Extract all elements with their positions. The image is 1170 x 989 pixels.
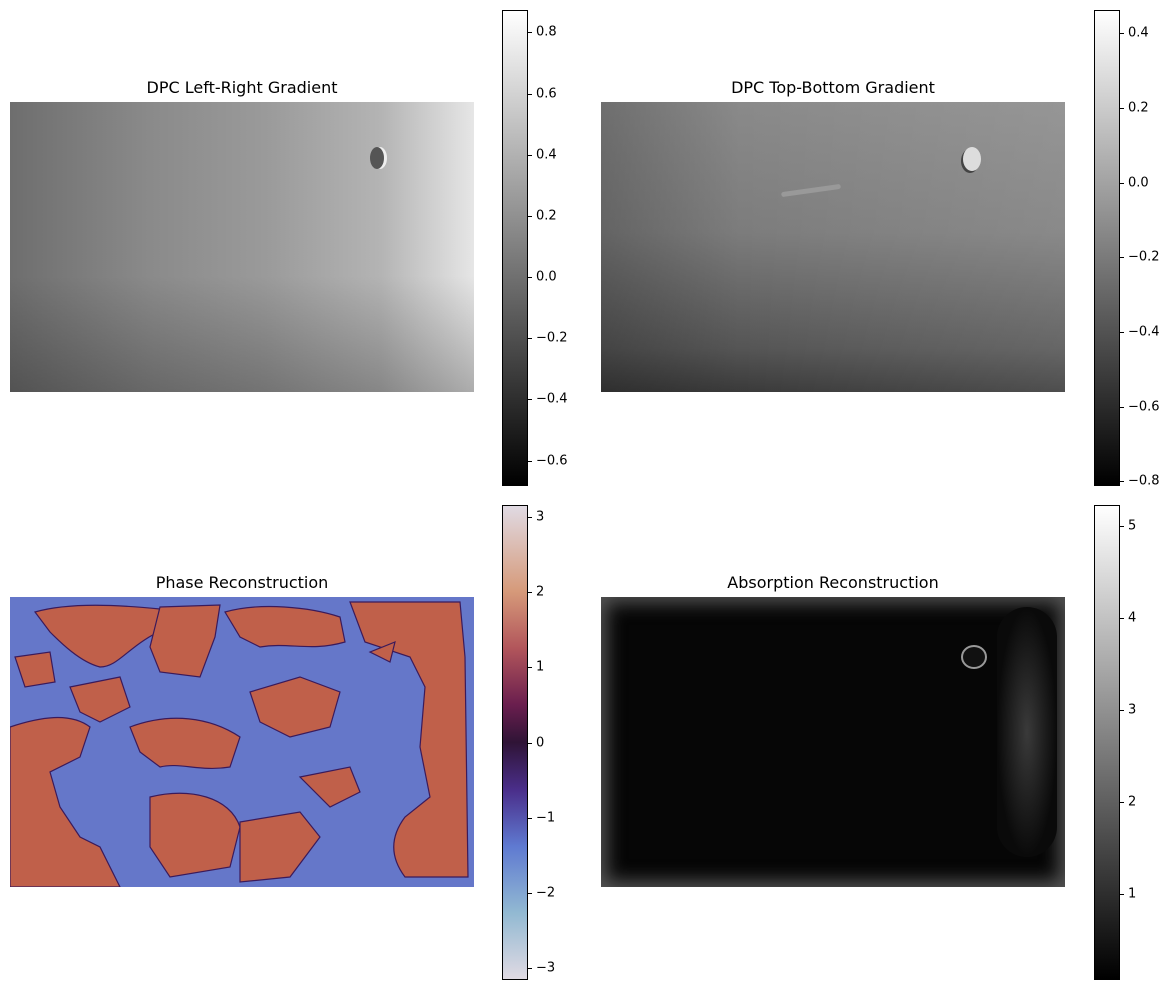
image-tb-gradient — [601, 102, 1065, 392]
colorbar-tick-label: 4 — [1128, 610, 1137, 626]
colorbar-tick-label: −3 — [536, 960, 556, 976]
colorbar-tick-label: 0 — [536, 735, 545, 750]
colorbar-tick-label: 3 — [536, 509, 545, 525]
colorbar-tick — [1120, 481, 1124, 483]
colorbar-tick-label: 5 — [1128, 518, 1137, 534]
colorbar-lr: −0.6 −0.4 −0.2 0.0 0.2 0.4 0.6 0.8 — [502, 10, 568, 486]
colorbar-tick-label: −0.8 — [1128, 473, 1160, 489]
colorbar-tick-label: 0.0 — [536, 269, 557, 285]
colorbar-tick-label: −0.6 — [1128, 399, 1160, 415]
colorbar-tick-label: −1 — [536, 810, 556, 826]
colorbar-tb: −0.8 −0.6 −0.4 −0.2 0.0 0.2 0.4 — [1094, 10, 1160, 489]
colorbar-tick — [528, 667, 532, 669]
colorbar-tick-label: 0.2 — [536, 208, 557, 224]
colorbar-absorption: 1 2 3 4 5 — [1094, 505, 1136, 980]
colorbar-tick — [1120, 894, 1124, 896]
panel-title-phase: Phase Reconstruction — [155, 573, 329, 592]
colorbar-tick — [1120, 108, 1124, 110]
colorbar-tick — [1120, 182, 1124, 184]
colorbar-tick-label: −0.2 — [536, 330, 568, 346]
panel-title-absorption: Absorption Reconstruction — [727, 573, 939, 592]
colorbar-tick — [1120, 526, 1124, 528]
colorbar-tick — [528, 591, 532, 593]
colorbar-tick-label: 0.0 — [1128, 175, 1149, 191]
colorbar-tick-label: 0.2 — [1128, 100, 1149, 116]
colorbar-tick — [1120, 33, 1124, 35]
colorbar-tick — [528, 215, 532, 217]
colorbar-tick-label: −0.4 — [1128, 324, 1160, 340]
colorbar-tick — [528, 277, 532, 279]
colorbar-tick — [528, 399, 532, 401]
image-lr-gradient — [10, 102, 474, 392]
colorbar-tick-label: 3 — [1128, 702, 1137, 718]
colorbar-tick-label: 0.6 — [536, 86, 557, 102]
colorbar-tick — [528, 93, 532, 95]
colorbar-tick — [528, 893, 532, 895]
colorbar-tick — [1120, 406, 1124, 408]
colorbar-tick-label: −0.2 — [1128, 249, 1160, 265]
colorbar-tick — [528, 968, 532, 970]
colorbar-tick — [528, 817, 532, 819]
colorbar-tick — [528, 154, 532, 156]
colorbar-tick — [528, 460, 532, 462]
colorbar-tick-label: 2 — [536, 584, 545, 600]
colorbar-tick-label: −0.4 — [536, 391, 568, 407]
panel-title-lr: DPC Left-Right Gradient — [146, 78, 338, 97]
colorbar-tick — [1120, 257, 1124, 259]
colorbar-tick — [1120, 618, 1124, 620]
image-phase — [10, 597, 474, 887]
image-absorption — [601, 597, 1065, 887]
colorbar-tick-label: −0.6 — [536, 453, 568, 469]
colorbar-tick-label: 1 — [536, 659, 545, 675]
colorbar-phase: −3 −2 −1 0 1 2 3 — [502, 505, 555, 980]
colorbar-tick — [528, 516, 532, 518]
colorbar-tick-label: 1 — [1128, 886, 1137, 902]
colorbar-tick-label: 0.4 — [536, 147, 557, 163]
colorbar-tick — [528, 338, 532, 340]
colorbar-tick — [1120, 802, 1124, 804]
colorbar-tick — [528, 742, 532, 744]
panel-title-tb: DPC Top-Bottom Gradient — [731, 78, 935, 97]
colorbar-tick-label: 0.8 — [536, 24, 557, 40]
colorbar-tick-label: 2 — [1128, 794, 1137, 810]
colorbar-tick-label: 0.4 — [1128, 25, 1149, 41]
colorbar-tick — [528, 32, 532, 34]
colorbar-tick-label: −2 — [536, 885, 556, 901]
colorbar-tick — [1120, 331, 1124, 333]
colorbar-tick — [1120, 710, 1124, 712]
